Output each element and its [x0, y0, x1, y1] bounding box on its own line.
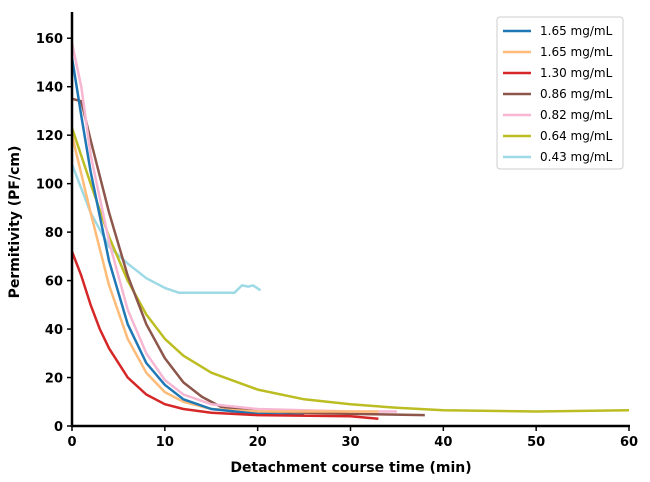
y-tick-label: 80	[45, 226, 63, 241]
y-axis-label: Permitivity (PF/cm)	[7, 146, 23, 299]
x-tick-label: 10	[156, 435, 174, 450]
y-tick-label: 20	[45, 372, 63, 387]
legend-label: 0.86 mg/mL	[540, 87, 613, 101]
x-tick-label: 0	[67, 435, 76, 450]
legend-label: 0.64 mg/mL	[540, 129, 613, 143]
legend-label: 1.30 mg/mL	[540, 66, 613, 80]
x-tick-label: 50	[527, 435, 545, 450]
y-tick-label: 100	[36, 178, 63, 193]
series-line-4	[70, 42, 397, 413]
x-tick-label: 30	[341, 435, 359, 450]
legend-label: 0.43 mg/mL	[540, 150, 613, 164]
series-line-5	[70, 127, 630, 413]
x-tick-label: 20	[249, 435, 267, 450]
y-tick-label: 160	[36, 32, 63, 47]
series-line-1	[70, 134, 379, 413]
y-tick-label: 40	[45, 323, 63, 338]
legend: 1.65 mg/mL 1.65 mg/mL 1.30 mg/mL 0.86 mg/mL…	[496, 16, 624, 170]
y-tick-label: 120	[36, 129, 63, 144]
series-line-2	[70, 251, 379, 420]
y-tick-label: 60	[45, 275, 63, 290]
x-tick-label: 60	[620, 435, 638, 450]
series-line-3	[71, 97, 425, 417]
y-tick-label: 140	[36, 81, 63, 96]
legend-label: 1.65 mg/mL	[540, 24, 613, 38]
legend-label: 0.82 mg/mL	[540, 108, 613, 122]
legend-label: 1.65 mg/mL	[540, 45, 613, 59]
y-tick-label: 0	[54, 420, 63, 435]
x-tick-label: 40	[434, 435, 452, 450]
series-line-0	[70, 57, 305, 417]
series-line-6	[70, 163, 262, 294]
x-axis-label: Detachment course time (min)	[230, 460, 471, 476]
